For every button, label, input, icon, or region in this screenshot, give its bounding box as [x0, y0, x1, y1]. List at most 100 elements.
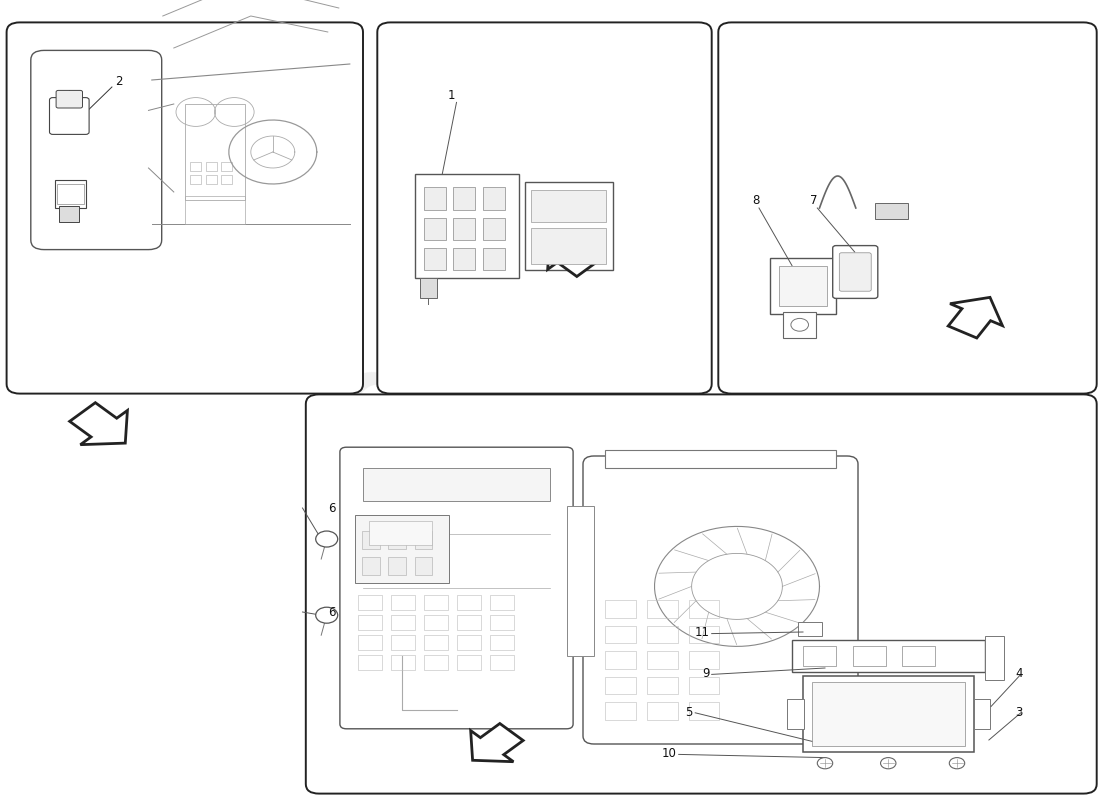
- Text: 6: 6: [328, 502, 336, 514]
- Bar: [779, 266, 827, 306]
- Bar: [453, 248, 475, 270]
- Polygon shape: [548, 238, 601, 277]
- Bar: [689, 600, 719, 618]
- Bar: [647, 626, 678, 643]
- FancyBboxPatch shape: [833, 246, 878, 298]
- Text: 10: 10: [661, 747, 676, 760]
- FancyBboxPatch shape: [7, 22, 363, 394]
- Bar: [453, 218, 475, 240]
- Bar: [531, 190, 606, 222]
- Circle shape: [949, 758, 965, 769]
- Bar: [415, 557, 432, 574]
- Bar: [190, 162, 201, 171]
- FancyBboxPatch shape: [340, 447, 573, 729]
- Bar: [689, 677, 719, 694]
- Bar: [689, 626, 719, 643]
- Bar: [647, 600, 678, 618]
- Text: 2: 2: [116, 75, 123, 88]
- Bar: [812, 682, 965, 746]
- Bar: [456, 615, 481, 630]
- Bar: [792, 640, 984, 672]
- Bar: [358, 635, 382, 650]
- Bar: [221, 175, 232, 184]
- FancyBboxPatch shape: [50, 98, 89, 134]
- Bar: [605, 651, 636, 669]
- Bar: [185, 196, 245, 224]
- Bar: [456, 655, 481, 670]
- Bar: [453, 187, 475, 210]
- Bar: [362, 557, 380, 574]
- Circle shape: [316, 531, 338, 547]
- Bar: [456, 635, 481, 650]
- Bar: [57, 185, 84, 205]
- Bar: [689, 651, 719, 669]
- Bar: [185, 104, 245, 200]
- Bar: [424, 595, 448, 610]
- Text: 6: 6: [328, 606, 336, 618]
- Bar: [388, 557, 406, 574]
- Bar: [605, 450, 836, 468]
- FancyBboxPatch shape: [377, 22, 712, 394]
- Bar: [424, 218, 446, 240]
- Bar: [852, 646, 886, 666]
- FancyBboxPatch shape: [306, 394, 1097, 794]
- Bar: [221, 162, 232, 171]
- Bar: [974, 699, 990, 730]
- Text: 4: 4: [1015, 667, 1023, 680]
- Bar: [415, 174, 519, 278]
- Bar: [415, 531, 432, 549]
- Bar: [798, 622, 822, 636]
- Bar: [490, 655, 514, 670]
- Circle shape: [880, 758, 895, 769]
- Polygon shape: [948, 298, 1002, 338]
- Bar: [363, 468, 550, 501]
- Circle shape: [817, 758, 833, 769]
- Bar: [424, 187, 446, 210]
- Bar: [358, 595, 382, 610]
- Bar: [531, 228, 606, 264]
- Text: euromotors: euromotors: [158, 258, 766, 638]
- Bar: [605, 677, 636, 694]
- Bar: [770, 258, 836, 314]
- Bar: [190, 175, 201, 184]
- Text: 3: 3: [1015, 706, 1023, 718]
- Bar: [605, 600, 636, 618]
- Polygon shape: [69, 402, 128, 445]
- Bar: [483, 187, 505, 210]
- Bar: [390, 635, 415, 650]
- Bar: [490, 615, 514, 630]
- Bar: [803, 676, 974, 752]
- Bar: [490, 595, 514, 610]
- Text: 8: 8: [752, 194, 759, 207]
- Bar: [355, 514, 449, 582]
- Bar: [456, 595, 481, 610]
- FancyBboxPatch shape: [583, 456, 858, 744]
- Bar: [55, 180, 86, 208]
- Bar: [420, 278, 437, 298]
- Bar: [902, 646, 935, 666]
- Bar: [525, 182, 613, 270]
- Bar: [368, 521, 432, 545]
- Bar: [689, 702, 719, 720]
- Text: 5: 5: [685, 706, 693, 718]
- Bar: [483, 218, 505, 240]
- Bar: [605, 702, 636, 720]
- Bar: [358, 615, 382, 630]
- Text: 7: 7: [811, 194, 817, 207]
- Text: 11: 11: [694, 626, 710, 638]
- Bar: [390, 655, 415, 670]
- Bar: [424, 615, 448, 630]
- Bar: [390, 615, 415, 630]
- Bar: [362, 531, 380, 549]
- FancyBboxPatch shape: [56, 90, 82, 108]
- Bar: [206, 162, 217, 171]
- Bar: [206, 175, 217, 184]
- Bar: [424, 635, 448, 650]
- Text: 9: 9: [702, 667, 710, 680]
- Bar: [483, 248, 505, 270]
- Bar: [647, 651, 678, 669]
- Bar: [783, 312, 816, 338]
- FancyBboxPatch shape: [839, 253, 871, 291]
- Bar: [388, 531, 406, 549]
- Bar: [390, 595, 415, 610]
